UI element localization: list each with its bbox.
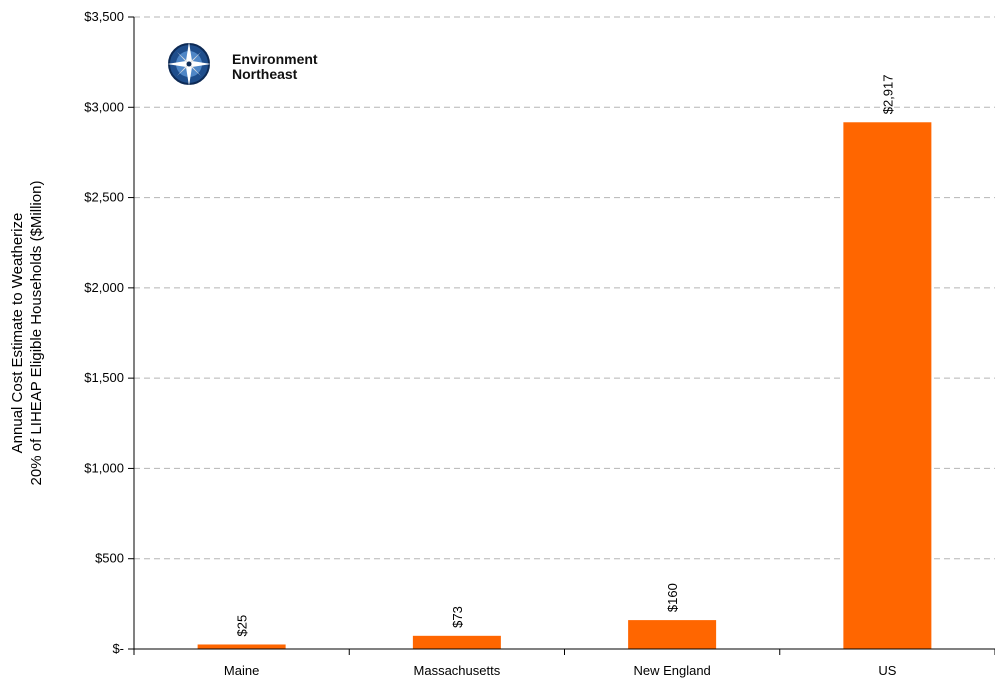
x-tick-label: Massachusetts bbox=[414, 663, 501, 678]
bar-value-label: $160 bbox=[665, 583, 680, 612]
bar-value-label: $73 bbox=[450, 606, 465, 628]
bar-value-label: $2,917 bbox=[880, 75, 895, 115]
bars bbox=[197, 122, 932, 650]
y-tick-label: $- bbox=[112, 641, 124, 656]
data-labels: $25 $73 $160 $2,917 bbox=[235, 75, 896, 637]
logo-text-line-1: Environment bbox=[232, 51, 318, 67]
bar bbox=[412, 635, 501, 649]
bar bbox=[197, 644, 286, 649]
y-tick-label: $3,500 bbox=[84, 9, 124, 24]
x-tick-labels: Maine Massachusetts New England US bbox=[224, 663, 897, 678]
y-tick-label: $1,000 bbox=[84, 460, 124, 475]
x-tick-label: New England bbox=[633, 663, 710, 678]
y-tick-label: $2,500 bbox=[84, 190, 124, 205]
environment-northeast-logo: Environment Northeast bbox=[167, 42, 318, 86]
y-tick-label: $1,500 bbox=[84, 370, 124, 385]
axes bbox=[128, 16, 995, 655]
y-tick-labels: $- $500 $1,000 $1,500 $2,000 $2,500 $3,000 $3,5… bbox=[84, 9, 124, 656]
compass-rose-icon bbox=[167, 42, 211, 86]
y-axis-title-line-1: Annual Cost Estimate to Weatherize bbox=[9, 213, 26, 454]
y-axis-title-line-2: 20% of LIHEAP Eligible Households ($Mill… bbox=[28, 181, 45, 486]
logo-text-line-2: Northeast bbox=[232, 66, 298, 82]
y-tick-label: $500 bbox=[95, 551, 124, 566]
y-tick-label: $2,000 bbox=[84, 280, 124, 295]
gridlines bbox=[134, 16, 995, 560]
y-tick-label: $3,000 bbox=[84, 99, 124, 114]
bar-value-label: $25 bbox=[235, 615, 250, 637]
x-tick-label: Maine bbox=[224, 663, 259, 678]
x-tick-label: US bbox=[878, 663, 896, 678]
bar bbox=[843, 122, 932, 650]
bar bbox=[628, 620, 717, 649]
